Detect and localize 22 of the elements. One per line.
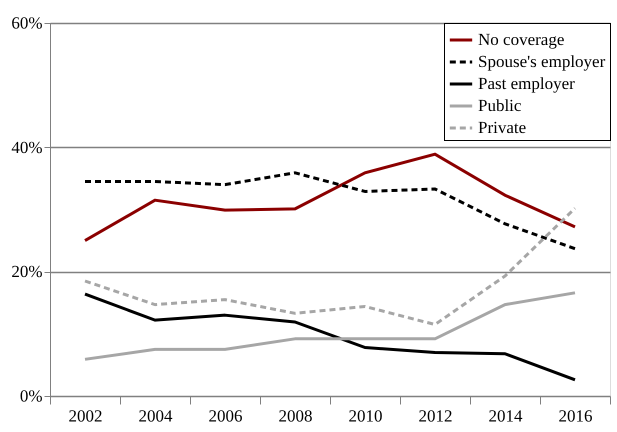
x-tick-label: 2016 bbox=[558, 406, 592, 426]
x-tick-label: 2012 bbox=[418, 406, 452, 426]
x-tick-label: 2006 bbox=[208, 406, 242, 426]
legend-label: Public bbox=[478, 96, 522, 115]
y-tick-label: 60% bbox=[11, 14, 42, 32]
y-tick-label: 40% bbox=[11, 138, 42, 157]
legend-label: Spouse's employer bbox=[478, 52, 606, 71]
legend-label: Past employer bbox=[478, 74, 576, 93]
line-series bbox=[84, 291, 576, 361]
line-series bbox=[84, 152, 576, 242]
x-tick-label: 2014 bbox=[488, 406, 523, 426]
x-tick-label: 2002 bbox=[68, 406, 102, 426]
line-series bbox=[84, 171, 576, 250]
legend-label: No coverage bbox=[478, 30, 564, 49]
line-series bbox=[84, 206, 576, 326]
x-tick-label: 2010 bbox=[348, 406, 382, 426]
x-tick-label: 2004 bbox=[138, 406, 173, 426]
line-series bbox=[84, 292, 576, 382]
y-tick-label: 0% bbox=[20, 386, 42, 406]
x-tick-label: 2008 bbox=[278, 406, 312, 426]
y-tick-label: 20% bbox=[11, 262, 42, 282]
legend-label: Private bbox=[478, 118, 526, 137]
